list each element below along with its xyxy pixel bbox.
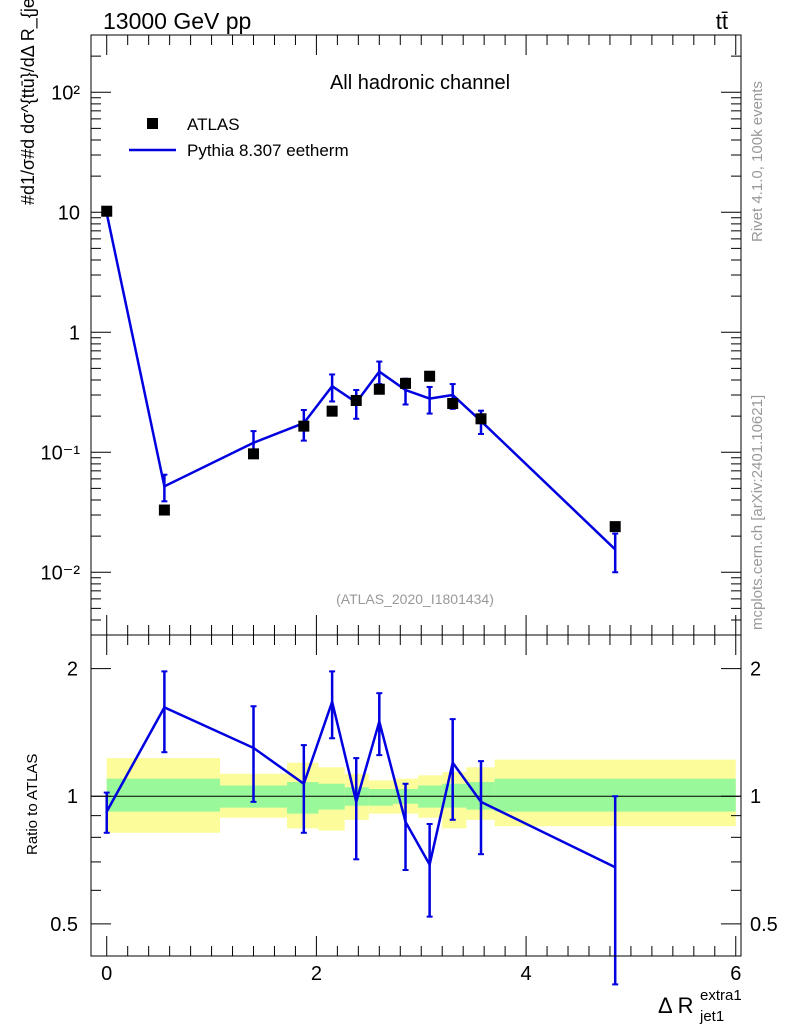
rivet-version-label: Rivet 4.1.0, 100k events	[749, 81, 766, 242]
atlas-data-point	[101, 205, 113, 217]
x-tick-label: 2	[311, 963, 322, 985]
atlas-data-point	[447, 397, 459, 409]
atlas-data-point	[248, 448, 259, 460]
mc-line	[105, 213, 617, 551]
x-tick-label: 6	[730, 963, 741, 985]
x-tick-label: 0	[101, 963, 112, 985]
data-series	[101, 205, 621, 533]
x-tick-label: 4	[521, 963, 532, 985]
main-y-axis-title: #d1/σ#d dσ^{ttū}/dΔ R_{jet1}^{extra1}	[18, 0, 39, 205]
uncertainty-band-green	[368, 789, 393, 806]
ratio-y-axis-title: Ratio to ATLAS	[24, 754, 41, 855]
mcplots-label: mcplots.cern.ch [arXiv:2401.10621]	[749, 395, 766, 630]
main-y-axis-title-text: #d1/σ#d dσ^{ttū}/dΔ R_{jet1}^{extra1}	[18, 0, 39, 205]
atlas-data-point	[373, 383, 385, 395]
process-label: tt̄	[716, 9, 728, 34]
ratio-y-tick-label: 1	[67, 786, 78, 808]
atlas-data-point	[350, 394, 362, 406]
ratio-line	[105, 697, 616, 869]
atlas-data-point	[298, 420, 310, 432]
ratio-y-tick-label-right: 0.5	[750, 914, 778, 936]
atlas-data-point	[609, 521, 621, 533]
atlas-data-point	[158, 504, 170, 516]
uncertainty-band-green	[442, 783, 467, 808]
ratio-panel: 0.5 0.5 1 1 2 2 0 2 4 6 Ratio to ATLAS	[24, 634, 778, 986]
atlas-data-point	[424, 370, 436, 382]
atlas-data-point	[326, 405, 338, 417]
x-axis-title: Δ R extra1 jet1	[658, 987, 742, 1024]
main-title: All hadronic channel	[330, 72, 510, 94]
energy-label: 13000 GeV pp	[103, 8, 251, 34]
ratio-frame	[90, 634, 742, 957]
ratio-y-tick-label-right: 1	[750, 786, 761, 808]
y-tick-label: 1	[69, 322, 80, 344]
atlas-data-point	[475, 413, 487, 425]
ratio-mc-series	[103, 670, 619, 986]
y-tick-label: 10⁻¹	[41, 442, 81, 464]
atlas-data-point	[400, 377, 412, 389]
uncertainty-band-green	[106, 778, 220, 812]
y-tick-label: 10	[58, 202, 80, 224]
y-tick-label: 10²	[51, 82, 80, 104]
ratio-bands	[106, 758, 736, 833]
main-panel: 10 1 10⁻¹ 10⁻² 10² All hadronic channel (ATL…	[18, 0, 742, 636]
legend-atlas-marker	[147, 118, 158, 129]
x-axis-title-super: extra1	[700, 987, 742, 1004]
ratio-y-tick-label-right: 2	[750, 659, 761, 681]
y-tick-label: 10⁻²	[41, 562, 81, 584]
watermark: (ATLAS_2020_I1801434)	[336, 591, 494, 607]
mc-series	[105, 213, 619, 574]
main-ticks: 10 1 10⁻¹ 10⁻² 10²	[41, 34, 741, 636]
legend-atlas-label: ATLAS	[187, 115, 240, 134]
legend-mc-label: Pythia 8.307 eetherm	[187, 141, 349, 160]
ratio-y-tick-label: 0.5	[50, 914, 78, 936]
x-axis-title-sub: jet1	[699, 1008, 724, 1024]
ratio-ticks: 0.5 0.5 1 1 2 2 0 2 4 6	[50, 635, 778, 985]
ratio-y-tick-label: 2	[67, 659, 78, 681]
legend: ATLAS Pythia 8.307 eetherm	[129, 115, 349, 160]
x-axis-title-main: Δ R	[658, 993, 693, 1018]
